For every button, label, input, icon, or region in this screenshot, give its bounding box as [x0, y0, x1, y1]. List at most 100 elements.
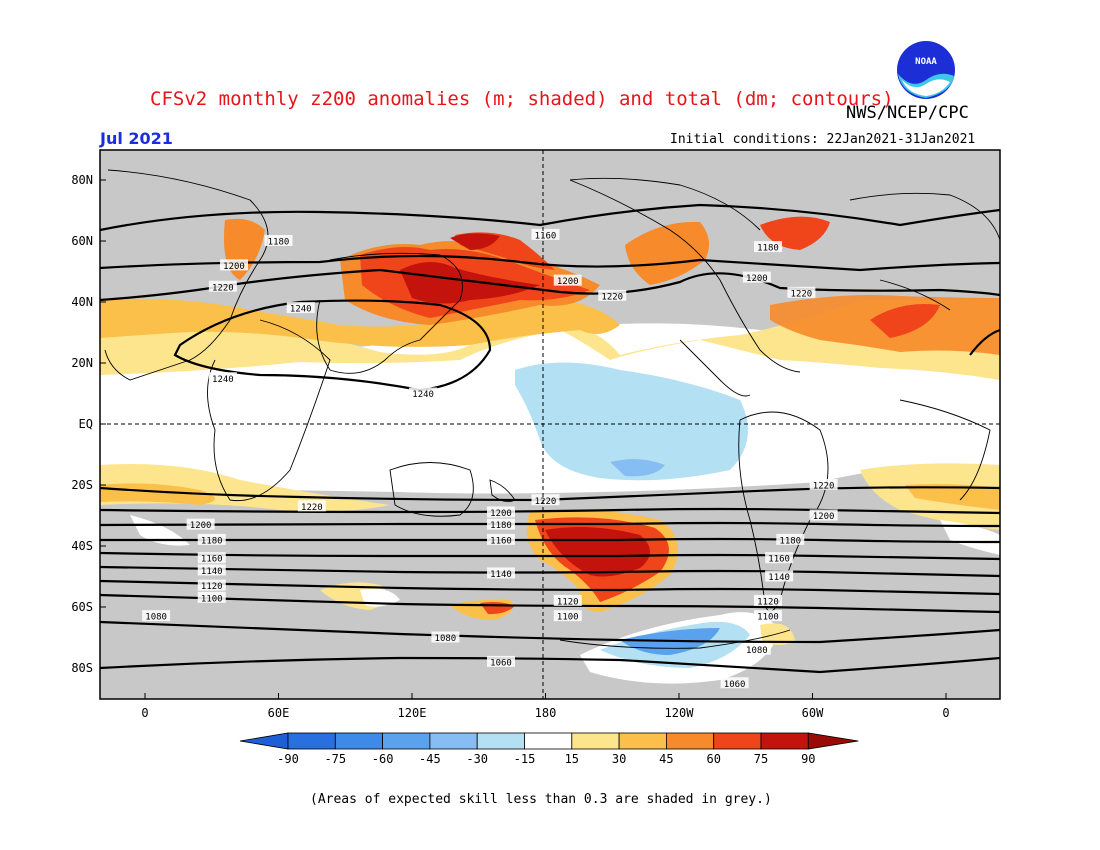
contour-label: 1200 [186, 518, 215, 531]
sh-positive-orange-west [100, 483, 215, 505]
contour-label: 1240 [208, 372, 237, 385]
colorbar-label: 75 [754, 752, 768, 766]
contour-value: 1080 [746, 646, 768, 656]
contour-value: 1220 [212, 283, 234, 293]
contour-value: 1220 [813, 482, 835, 492]
contour-label: 1200 [553, 274, 582, 287]
lon-label: 60W [802, 706, 824, 720]
contour-label: 1220 [531, 494, 560, 507]
contour-value: 1200 [223, 262, 245, 272]
lon-label: 60E [268, 706, 290, 720]
contour-label: 1100 [197, 591, 226, 604]
colorbar-label: 30 [612, 752, 626, 766]
colorbar-segment [666, 732, 715, 750]
contour-value: 1100 [757, 613, 779, 623]
contour-value: 1160 [490, 536, 512, 546]
lon-label: 0 [942, 706, 949, 720]
colorbar-segment [571, 732, 620, 750]
colorbar-segment [618, 732, 667, 750]
contour-label: 1080 [742, 643, 771, 656]
noaa-logo: NOAA [896, 40, 956, 100]
contour-value: 1080 [145, 613, 167, 623]
contour-value: 1240 [412, 390, 434, 400]
contour-value: 1160 [201, 555, 223, 565]
contour-label: 1200 [742, 271, 771, 284]
lon-label: 0 [141, 706, 148, 720]
colorbar-label: -90 [277, 752, 299, 766]
contour-value: 1180 [268, 238, 290, 248]
colorbar-label: -75 [324, 752, 346, 766]
contour-label: 1080 [431, 631, 460, 644]
lat-tick-labels: 80N 60N 40N 20N EQ 20S 40S 60S 80S [71, 173, 106, 675]
colorbar-label: -60 [372, 752, 394, 766]
contour-label: 1200 [220, 259, 248, 272]
asia-positive-darkred [400, 261, 540, 304]
colorbar-segment [287, 732, 336, 750]
sh-positive-orange-east [905, 484, 1000, 510]
contour-label: 1180 [264, 235, 293, 248]
contour-value: 1220 [301, 503, 323, 513]
contour-value: 1220 [535, 497, 557, 507]
contour-label: 1100 [553, 610, 582, 623]
colorbar-label: 90 [801, 752, 815, 766]
contour-value: 1140 [201, 567, 223, 577]
contour-value: 1120 [201, 582, 223, 592]
contour-label: 1160 [531, 228, 560, 241]
contour-label: 1080 [142, 610, 171, 623]
contour-label: 1180 [754, 241, 782, 254]
colorbar-segment [713, 732, 762, 750]
sh-white-patch-east [940, 520, 1000, 555]
contour-value: 1200 [813, 512, 835, 522]
kamchatka-red [450, 233, 500, 250]
contour-value: 1060 [724, 680, 746, 690]
lat-label: 20S [71, 478, 93, 492]
contour-label: 1140 [487, 567, 515, 580]
contour-label: 1120 [553, 594, 582, 607]
contour-label: 1200 [809, 509, 838, 522]
initial-conditions: Initial conditions: 22Jan2021-31Jan2021 [670, 132, 976, 147]
contour-label: 1220 [809, 479, 838, 492]
colorbar-segment [382, 732, 431, 750]
east-atlantic-red [870, 304, 940, 338]
lon-label: 120W [665, 706, 695, 720]
colorbar-arrow-high [807, 732, 859, 750]
colorbar-label: 15 [565, 752, 579, 766]
contour-value: 1180 [779, 536, 801, 546]
contour-label: 1160 [487, 533, 515, 546]
contour-value: 1220 [791, 289, 813, 299]
contour-label: 1140 [197, 564, 226, 577]
contour-value: 1140 [490, 570, 512, 580]
contour-label: 1160 [765, 552, 794, 565]
colorbar-label: 60 [706, 752, 720, 766]
forecast-month: Jul 2021 [100, 129, 173, 148]
colorbar: -90 -75 -60 -45 -30 -15 15 30 45 60 75 90 [239, 732, 859, 766]
colorbar-label: -30 [466, 752, 488, 766]
lon-tick-labels: 0 60E 120E 180 120W 60W 0 [141, 693, 950, 720]
map-panel: 1180 1160 1180 1200 1200 1200 1220 1220 1220 1240… [100, 150, 1000, 699]
contour-label: 1240 [409, 387, 438, 400]
contour-value: 1080 [435, 634, 457, 644]
figure-title: CFSv2 monthly z200 anomalies (m; shaded)… [150, 88, 894, 110]
colorbar-segment [476, 732, 525, 750]
colorbar-arrow-low [239, 732, 289, 750]
pacific-negative-light [515, 362, 748, 481]
contour-label: 1120 [197, 579, 226, 592]
lat-label: 40S [71, 539, 93, 553]
colorbar-segment [334, 732, 383, 750]
skill-footnote: (Areas of expected skill less than 0.3 a… [310, 792, 772, 807]
contour-value: 1140 [768, 573, 790, 583]
contour-label: 1220 [297, 500, 326, 513]
sh-white-patch-west [130, 515, 190, 546]
contour-value: 1160 [535, 231, 557, 241]
agency-label: NWS/NCEP/CPC [846, 103, 969, 123]
colorbar-segment [524, 732, 573, 750]
contour-value: 1200 [490, 509, 512, 519]
contour-value: 1060 [490, 658, 512, 668]
contour-label: 1060 [720, 677, 749, 690]
contour-value: 1200 [557, 277, 579, 287]
colorbar-label: -45 [419, 752, 441, 766]
contour-label: 1240 [286, 302, 315, 315]
contour-value: 1120 [757, 597, 779, 607]
contour-value: 1100 [201, 594, 223, 604]
